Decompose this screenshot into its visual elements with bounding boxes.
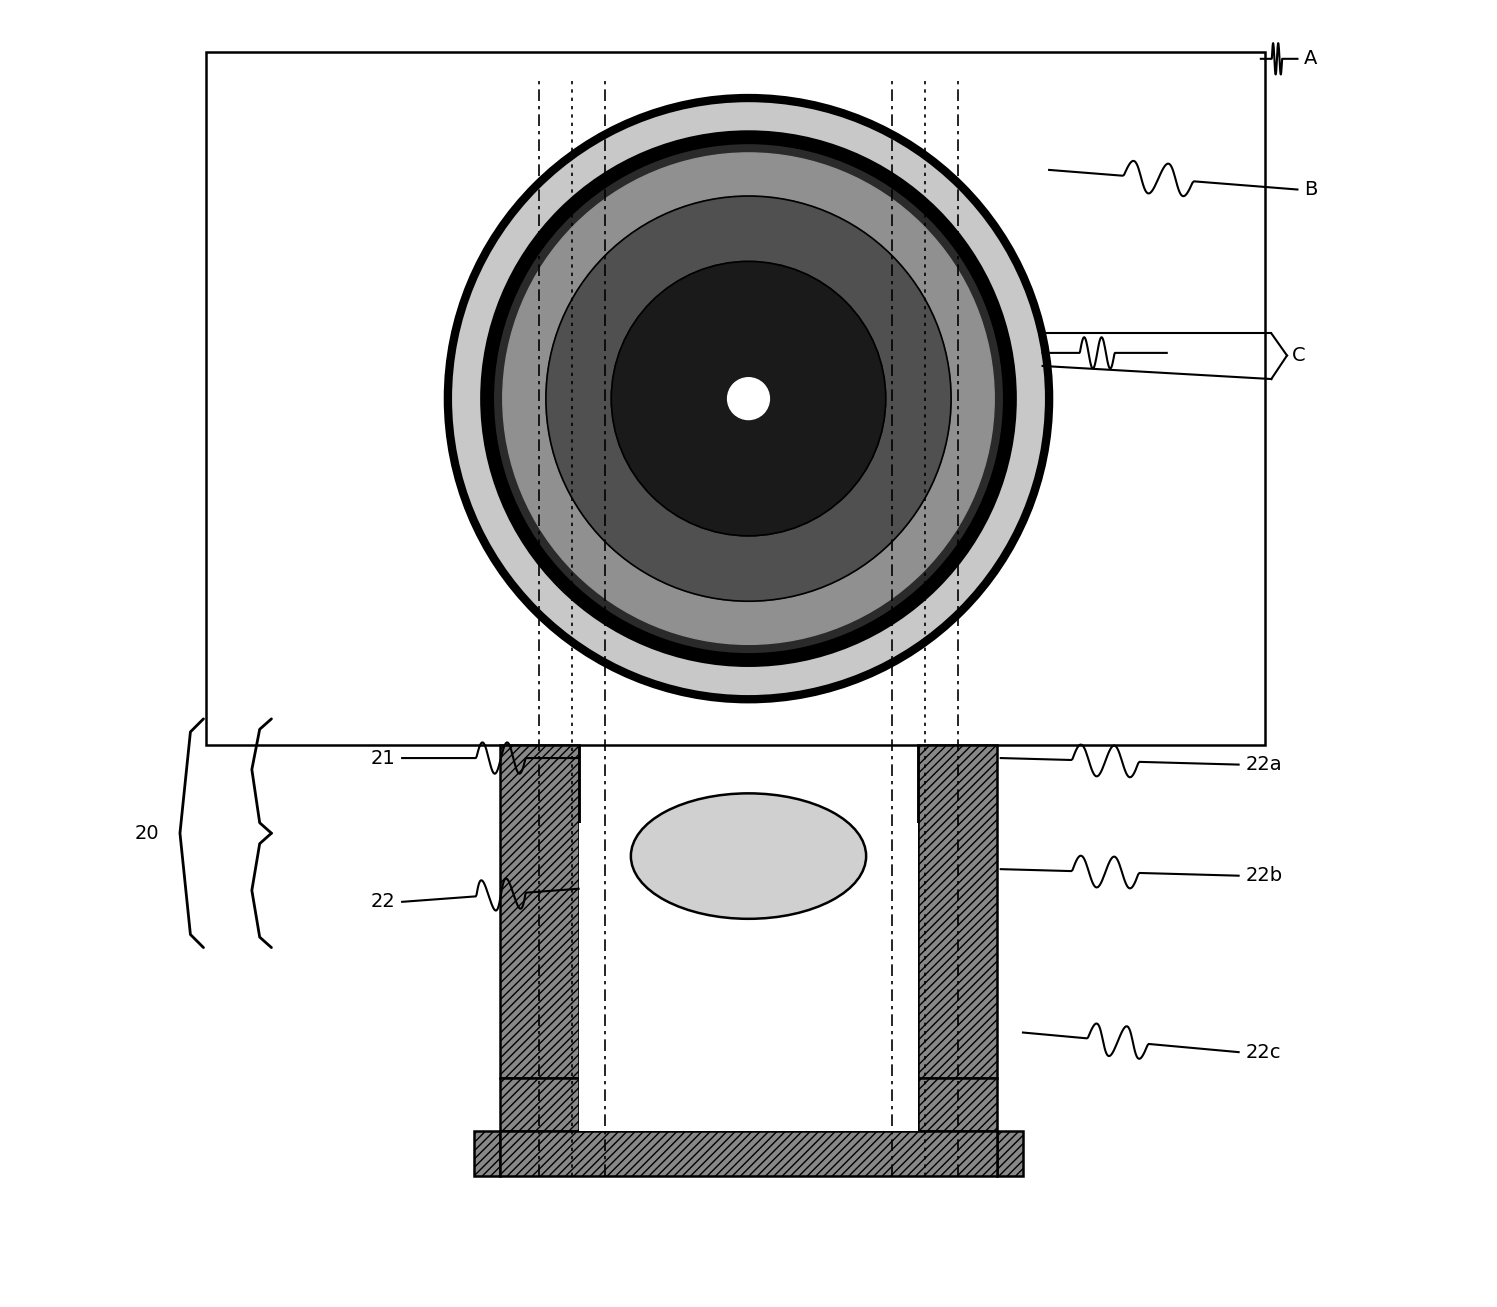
Text: 22b: 22b (1246, 867, 1283, 885)
Circle shape (448, 98, 1049, 699)
Bar (578, 823, 919, 1078)
Bar (500, 1078, 578, 1131)
Text: 22c: 22c (1246, 1043, 1280, 1061)
Bar (919, 1078, 997, 1131)
Text: 20: 20 (135, 823, 160, 843)
Ellipse shape (630, 793, 867, 919)
Circle shape (546, 196, 951, 601)
Text: 22: 22 (371, 893, 395, 911)
Bar (207, 52, 1265, 745)
Text: A: A (1304, 50, 1317, 68)
Bar (500, 1131, 997, 1176)
Circle shape (503, 153, 994, 644)
Bar (919, 745, 997, 1078)
Bar (475, 1131, 500, 1176)
Text: C: C (1292, 346, 1305, 365)
Text: B: B (1304, 180, 1317, 199)
Text: 22a: 22a (1246, 755, 1281, 774)
Bar (578, 1078, 919, 1131)
Text: 21: 21 (371, 749, 395, 767)
Circle shape (611, 261, 886, 536)
Bar (500, 745, 578, 1078)
Circle shape (728, 378, 769, 420)
Circle shape (487, 137, 1010, 660)
Bar (997, 1131, 1022, 1176)
